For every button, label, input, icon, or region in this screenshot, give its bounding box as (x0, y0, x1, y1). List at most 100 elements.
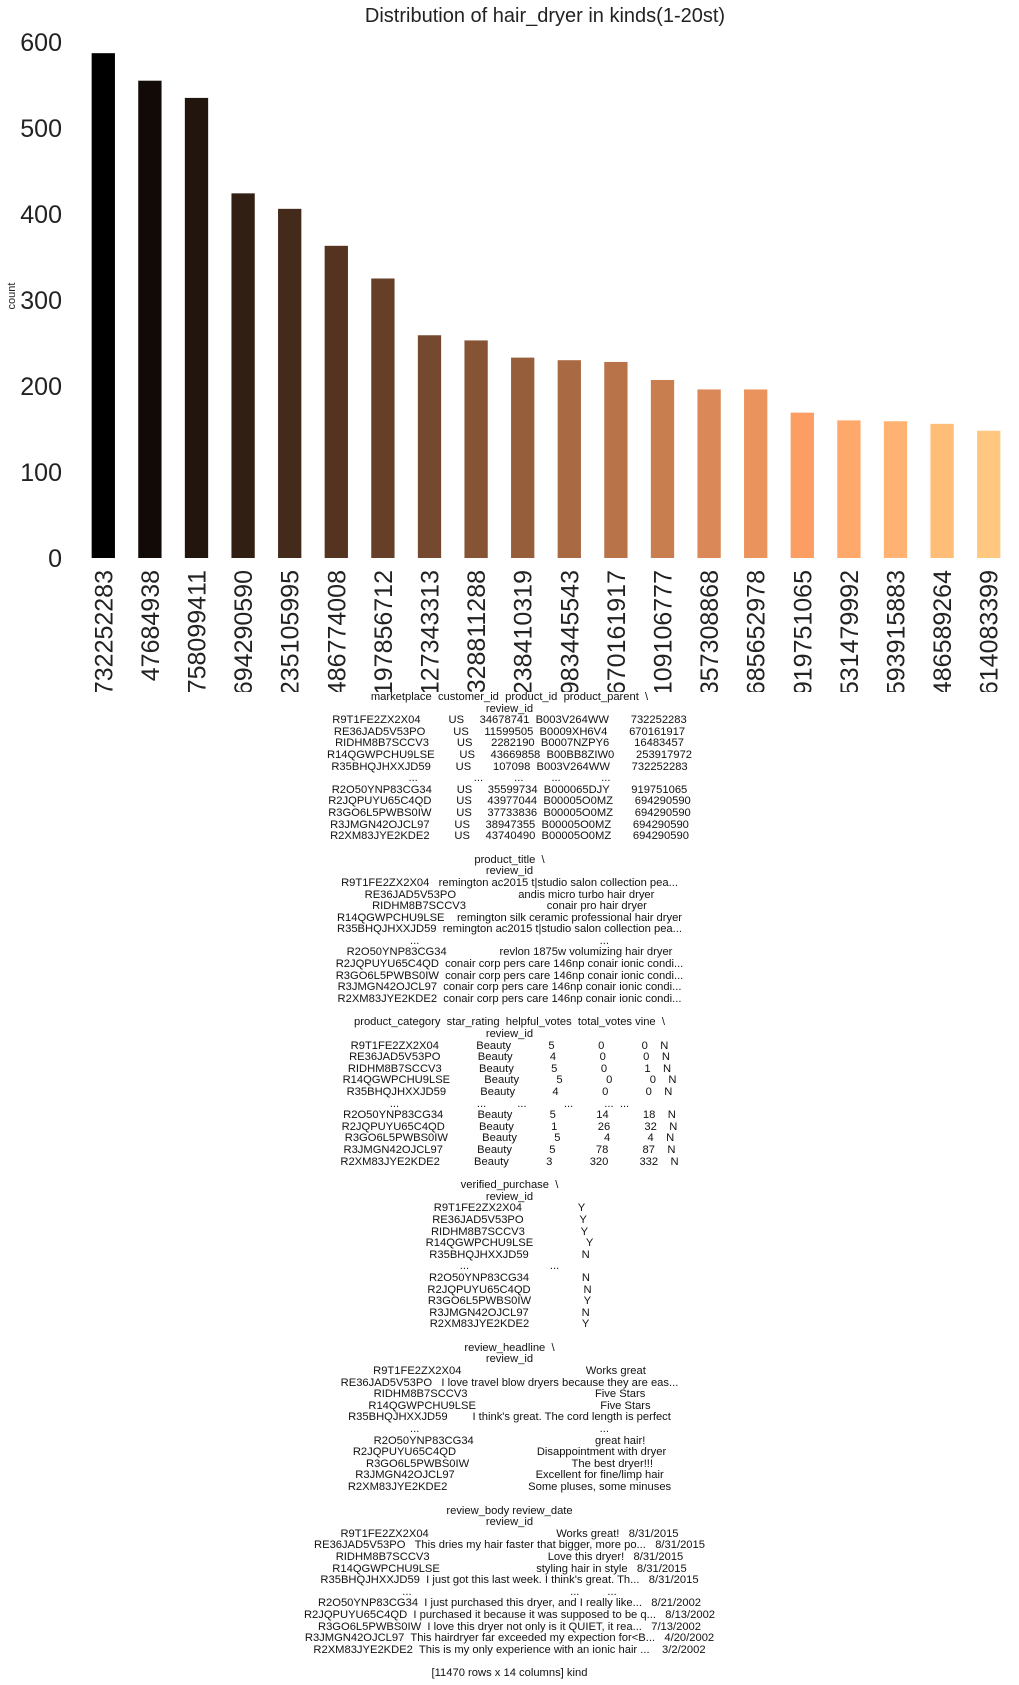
dataframe-block: review_body review_date review_id R9T1FE2Z… (0, 1504, 1019, 1657)
bar-chart: Distribution of hair_dryer in kinds(1-20… (6, 5, 1004, 692)
dataframe-line: R35BHQJHXXJD59 US 107098 B003V264WW 7322… (331, 760, 688, 773)
dataframe-line: R3JMGN42OJCL97 N (429, 1306, 590, 1319)
bar (837, 420, 861, 558)
dataframe-line: R3GO6L5PWBS0IW I love this dryer not onl… (317, 1620, 702, 1633)
dataframe-line: review_id (485, 1190, 534, 1203)
y-tick-label: 200 (20, 373, 62, 401)
dataframe-line: RE36JAD5V53PO Y (432, 1213, 587, 1226)
dataframe-line: RIDHM8B7SCCV3 Y (430, 1225, 589, 1238)
bar (883, 421, 908, 558)
dataframe-line: R14QGWPCHU9LSE styling hair in style 8/3… (332, 1562, 687, 1575)
x-tick-label: 758099411 (184, 570, 212, 692)
bar (464, 340, 488, 558)
x-tick-label: 238410319 (510, 570, 538, 692)
dataframe-block: verified_purchase \ review_id R9T1FE2ZX2X0… (0, 1180, 1019, 1331)
x-tick-label: 919751065 (789, 570, 817, 692)
x-tick-label: 197856712 (370, 570, 398, 692)
dataframe-block: product_category star_rating helpful_vot… (0, 1017, 1019, 1168)
dataframe-line: R9T1FE2ZX2X04 Y (433, 1202, 586, 1215)
dataframe-line: R35BHQJHXXJD59 N (429, 1248, 590, 1261)
dataframe-line: R3JMGN42OJCL97 conair corp pers care 146… (337, 981, 682, 994)
dataframe-line: review_id (485, 702, 534, 715)
dataframe-block: marketplace customer_id product_id produ… (0, 691, 1019, 843)
dataframe-line: RIDHM8B7SCCV3 Beauty 5 0 1 N (347, 1062, 672, 1075)
x-tick-label: 670161917 (603, 570, 631, 692)
dataframe-line: review_body review_date (446, 1504, 573, 1517)
bar (138, 80, 162, 558)
bar (557, 360, 581, 558)
x-tick-label: 357308868 (696, 570, 724, 692)
dataframe-line: RE36JAD5V53PO Beauty 4 0 0 N (349, 1051, 670, 1064)
dataframe-line: product_category star_rating helpful_vot… (354, 1016, 665, 1029)
dataframe-line: R3GO6L5PWBS0IW conair corp pers care 146… (335, 969, 684, 982)
dataframe-line: R2JQPUYU65C4QD US 43977044 B00005O0MZ 69… (328, 795, 691, 808)
y-tick-label: 300 (20, 287, 62, 315)
dataframe-line: R3JMGN42OJCL97 US 38947355 B00005O0MZ 69… (330, 818, 689, 831)
bar (91, 53, 115, 559)
dataframe-line: R2JQPUYU65C4QD Beauty 1 26 32 N (341, 1120, 678, 1133)
x-tick-label: 328811288 (463, 570, 491, 692)
dataframe-line: R35BHQJHXXJD59 I just got this last week… (320, 1574, 699, 1587)
bar (930, 423, 954, 558)
dataframe-line: ... ... (410, 1423, 609, 1436)
chart-title: Distribution of hair_dryer in kinds(1-20… (365, 5, 725, 27)
dataframe-line: RIDHM8B7SCCV3 Five Stars (373, 1388, 646, 1401)
dataframe-line: R35BHQJHXXJD59 remington ac2015 t|studio… (337, 923, 682, 936)
dataframe-line: R2O50YNP83CG34 Beauty 5 14 18 N (343, 1109, 676, 1122)
bar (977, 430, 1001, 558)
bar (371, 278, 395, 558)
bar (417, 335, 442, 558)
x-tick-label: 694290590 (230, 570, 258, 692)
x-axis-ticks: 732252283 47684938 758099411 694290590 23510… (90, 570, 1003, 692)
x-tick-label: 127343313 (417, 570, 445, 692)
dataframe-line: ... ... (459, 1260, 560, 1273)
x-tick-label: 109106777 (650, 570, 678, 692)
dataframe-line: ... ... ... ... ... ... (389, 1097, 630, 1110)
dataframe-line: R14QGWPCHU9LSE US 43669858 B00BB8ZIW0 25… (326, 748, 693, 761)
dataframe-line: R2JQPUYU65C4QD N (427, 1283, 592, 1296)
y-tick-label: 500 (20, 115, 62, 143)
bar (511, 357, 535, 558)
dataframe-block: review_headline \ review_id R9T1FE2ZX2X04 … (0, 1341, 1019, 1494)
dataframe-line: R9T1FE2ZX2X04 Works great (373, 1365, 646, 1378)
dataframe-line: ... ... ... (402, 1585, 617, 1598)
dataframe-line: ... ... (410, 934, 609, 947)
bar (744, 389, 768, 558)
x-tick-label: 685652978 (743, 570, 771, 692)
dataframe-line: RE36JAD5V53PO US 11599505 B0009XH6V4 670… (333, 725, 686, 738)
bar (604, 361, 628, 558)
dataframe-line: review_id (485, 1028, 534, 1041)
dataframe-line: review_headline \ (464, 1341, 555, 1354)
y-tick-label: 0 (48, 545, 62, 573)
dataframe-line: R2XM83JYE2KDE2 This is my only experienc… (313, 1643, 706, 1656)
dataframe-line: R2JQPUYU65C4QD I purchased it because it… (303, 1608, 716, 1621)
y-tick-label: 100 (20, 459, 62, 487)
dataframe-line: R14QGWPCHU9LSE Beauty 5 0 0 N (342, 1074, 677, 1087)
bar (184, 97, 209, 559)
dataframe-line: R2XM83JYE2KDE2 conair corp pers care 146… (337, 992, 682, 1005)
bar (278, 208, 302, 558)
dataframe-line: R2XM83JYE2KDE2 Some pluses, some minuses (347, 1481, 672, 1493)
dataframe-line: RIDHM8B7SCCV3 Love this dryer! 8/31/2015 (335, 1550, 684, 1563)
dataframe-line: R3GO6L5PWBS0IW Beauty 5 4 4 N (344, 1132, 675, 1145)
dataframe-line: R2XM83JYE2KDE2 Beauty 3 320 332 N (340, 1155, 679, 1168)
dataframe-line: R3GO6L5PWBS0IW The best dryer!!! (365, 1457, 654, 1470)
bar (231, 193, 255, 559)
x-tick-label: 486589264 (929, 570, 957, 692)
x-tick-label: 235105995 (277, 570, 305, 692)
dataframe-line: R2O50YNP83CG34 US 35599734 B000065DJY 91… (331, 783, 688, 796)
dataframe-line: R3JMGN42OJCL97 Excellent for fine/limp h… (355, 1469, 664, 1482)
dataframe-line: RE36JAD5V53PO andis micro turbo hair dry… (364, 888, 655, 901)
x-tick-label: 486774008 (323, 570, 351, 692)
dataframe-line: R9T1FE2ZX2X04 US 34678741 B003V264WW 732… (332, 714, 687, 727)
dataframe-line: R2JQPUYU65C4QD conair corp pers care 146… (335, 958, 684, 971)
dataframe-line: R3JMGN42OJCL97 Beauty 5 78 87 N (343, 1143, 676, 1156)
bar (697, 389, 721, 558)
dataframe-line: R2O50YNP83CG34 revlon 1875w volumizing h… (346, 946, 673, 959)
dataframe-line: marketplace customer_id product_id produ… (370, 691, 649, 703)
dataframe-line: RIDHM8B7SCCV3 US 2282190 B0007NZPY6 1648… (335, 737, 684, 750)
dataframe-line: R14QGWPCHU9LSE Y (425, 1237, 594, 1250)
y-tick-label: 400 (20, 201, 62, 229)
dataframe-line: R2XM83JYE2KDE2 Y (429, 1318, 590, 1331)
dataframe-footer: [11470 rows x 14 columns] kind (431, 1667, 588, 1680)
